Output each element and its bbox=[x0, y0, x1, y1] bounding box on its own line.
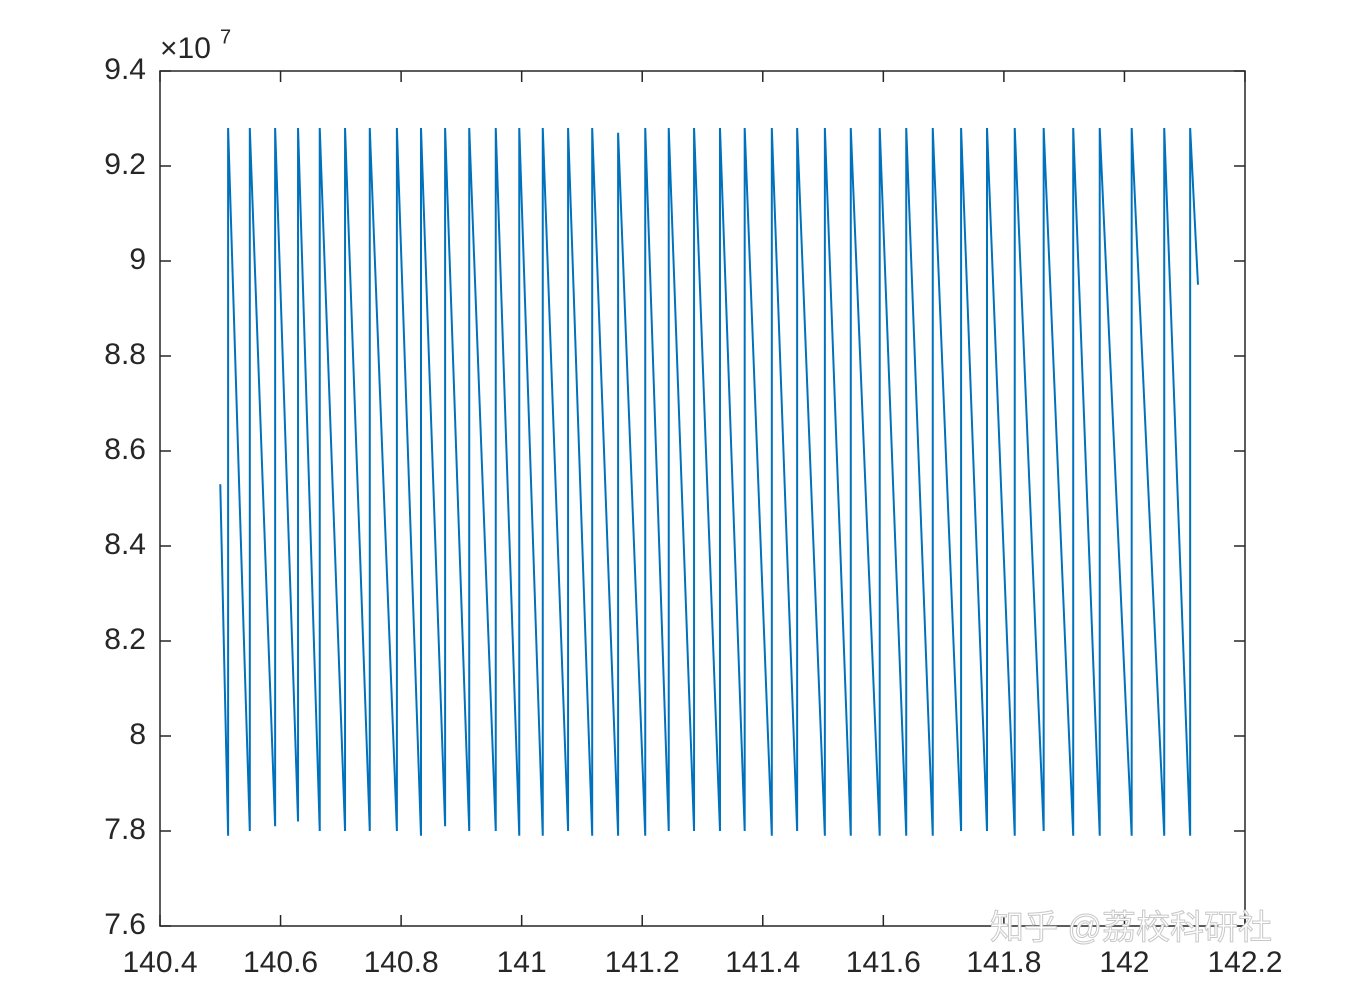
x-tick-label: 140.8 bbox=[364, 946, 439, 979]
x-tick-label: 141.8 bbox=[966, 946, 1041, 979]
y-tick-label: 8.2 bbox=[104, 623, 146, 656]
y-tick-label: 8.8 bbox=[104, 338, 146, 371]
x-tick-label: 142.2 bbox=[1207, 946, 1282, 979]
y-tick-label: 8 bbox=[129, 718, 146, 751]
axis-exponent: ×10 bbox=[160, 32, 211, 65]
y-tick-label: 7.6 bbox=[104, 908, 146, 941]
y-tick-label: 8.6 bbox=[104, 433, 146, 466]
x-tick-label: 142 bbox=[1099, 946, 1149, 979]
y-tick-label: 7.8 bbox=[104, 813, 146, 846]
y-tick-label: 9.4 bbox=[104, 53, 146, 86]
x-tick-label: 141 bbox=[497, 946, 547, 979]
x-tick-label: 141.2 bbox=[605, 946, 680, 979]
y-tick-label: 9.2 bbox=[104, 148, 146, 181]
data-line bbox=[219, 127, 1199, 836]
x-tick-label: 141.6 bbox=[846, 946, 921, 979]
x-tick-label: 141.4 bbox=[725, 946, 800, 979]
x-tick-label: 140.6 bbox=[243, 946, 318, 979]
axes-box bbox=[159, 70, 1246, 927]
x-tick-label: 140.4 bbox=[122, 946, 197, 979]
y-tick-label: 9 bbox=[129, 243, 146, 276]
y-tick-label: 8.4 bbox=[104, 528, 146, 561]
watermark: 知乎 @荔校科研社 bbox=[990, 909, 1272, 947]
axis-exponent-power: 7 bbox=[220, 26, 231, 48]
